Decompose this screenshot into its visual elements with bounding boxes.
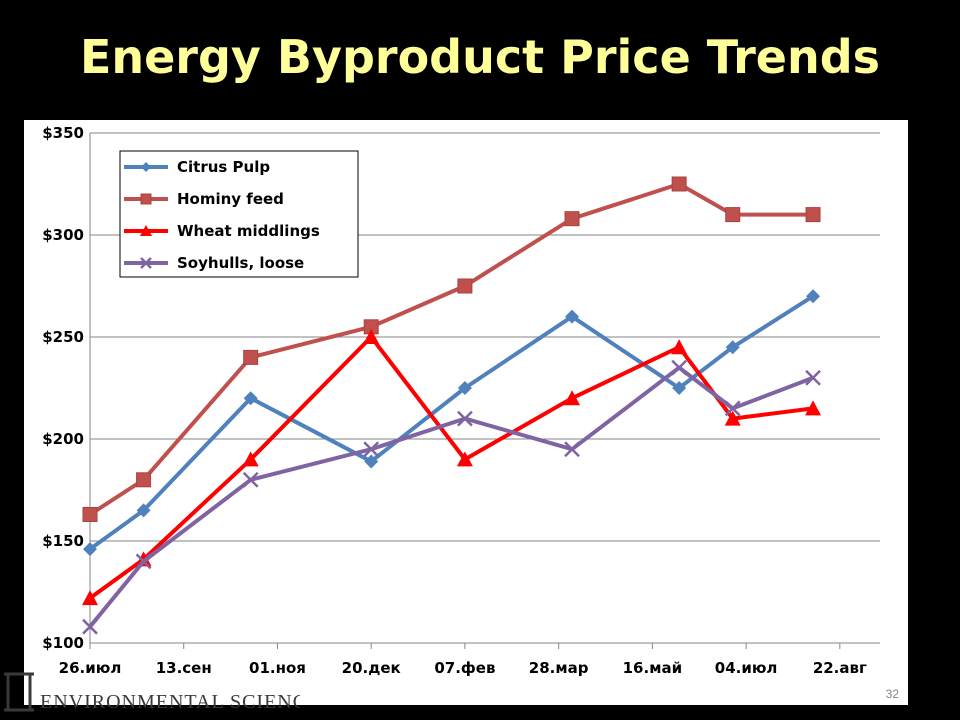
data-point-x (140, 257, 152, 269)
x-tick-label: 28.мар (529, 659, 589, 677)
data-point-square (725, 207, 741, 223)
data-point-diamond (565, 309, 580, 324)
data-point-square (457, 278, 473, 294)
data-point-diamond (806, 289, 821, 304)
x-marker-stroke (564, 441, 580, 458)
data-point-triangle (82, 590, 98, 606)
data-point-x (82, 618, 98, 635)
data-point-square (243, 349, 259, 365)
data-point-x (724, 400, 741, 417)
slide-title: Energy Byproduct Price Trends (79, 30, 881, 84)
data-point-triangle (140, 225, 152, 236)
data-point-square (671, 176, 687, 192)
series-citrus-pulp (83, 289, 821, 557)
x-tick-label: 04.июл (715, 659, 778, 677)
x-marker-stroke (82, 618, 98, 635)
data-point-diamond (725, 340, 740, 355)
data-point-diamond (136, 503, 151, 518)
legend-box (119, 150, 359, 278)
legend-label: Soyhulls, loose (177, 254, 304, 272)
x-tick-label: 26.июл (59, 659, 122, 677)
data-point-square (82, 506, 98, 522)
data-point-x (457, 410, 473, 427)
data-point-x (564, 441, 580, 458)
x-marker-stroke (242, 471, 259, 488)
series-line (88, 365, 814, 628)
data-point-square (140, 193, 152, 205)
data-point-x (671, 359, 688, 376)
data-point-triangle (135, 551, 152, 567)
data-point-diamond (364, 454, 379, 469)
data-point-triangle (363, 329, 380, 344)
data-point-diamond (672, 381, 687, 395)
x-marker-stroke (135, 553, 152, 570)
data-point-square (805, 207, 821, 223)
data-point-triangle (564, 390, 581, 406)
data-point-triangle (671, 339, 688, 355)
series-line (88, 335, 814, 600)
y-tick-label: $300 (42, 226, 84, 244)
chart-panel: $100 $150 $200 $250 $300 $350 26.июл 13.сен 01.н… (24, 120, 908, 705)
y-tick-label: $250 (42, 328, 84, 346)
x-tick-label: 22.авг (813, 659, 867, 677)
legend-item: Citrus Pulp (124, 158, 270, 176)
y-tick-label: $150 (42, 532, 84, 550)
x-marker-stroke (724, 400, 741, 417)
data-point-triangle (724, 410, 741, 426)
data-point-diamond (243, 391, 258, 406)
x-marker-stroke (140, 257, 152, 269)
data-point-diamond (83, 542, 97, 557)
page-number: 32 (885, 687, 899, 701)
svg-text:ENVIRONMENTAL SCIENCES: ENVIRONMENTAL SCIENCES (40, 691, 300, 713)
legend-label: Citrus Pulp (177, 158, 270, 176)
x-tick-label: 07.фев (434, 659, 495, 677)
legend-item: Hominy feed (124, 190, 284, 208)
data-point-x (363, 441, 380, 458)
data-point-triangle (456, 451, 473, 467)
legend-label: Hominy feed (177, 190, 284, 208)
data-point-triangle (805, 400, 822, 416)
data-point-square (136, 472, 152, 488)
series-soyhulls-loose (82, 359, 821, 635)
x-marker-stroke (457, 410, 473, 427)
data-point-x (135, 553, 152, 570)
environmental-sciences-logo: ENVIRONMENTAL SCIENCES (4, 672, 300, 713)
series-layer (82, 176, 822, 635)
legend-item: Soyhulls, loose (124, 254, 304, 272)
x-tick-label: 13.сен (156, 659, 212, 677)
series-wheat-middlings (82, 329, 822, 606)
x-tick-label: 20.дек (342, 659, 401, 677)
x-marker-stroke (363, 441, 380, 458)
y-tick-label: $200 (42, 430, 84, 448)
legend: Citrus Pulp Hominy feed Wheat middlings Soy… (119, 150, 359, 278)
data-point-diamond (141, 162, 151, 172)
legend-item: Wheat middlings (124, 222, 320, 240)
axes: $100 $150 $200 $250 $300 $350 26.июл 13.сен 01.н… (42, 124, 880, 677)
data-point-triangle (242, 451, 259, 467)
line-chart: $100 $150 $200 $250 $300 $350 26.июл 13.сен 01.н… (42, 124, 880, 677)
x-marker-stroke (671, 359, 688, 376)
legend-label: Wheat middlings (177, 222, 320, 240)
data-point-x (805, 369, 821, 386)
data-point-diamond (457, 381, 472, 395)
data-point-x (242, 471, 259, 488)
data-point-square (564, 211, 580, 227)
x-marker-stroke (805, 369, 821, 386)
x-tick-label: 01.ноя (249, 659, 306, 677)
x-tick-label: 16.май (623, 659, 682, 677)
series-hominy-feed (82, 176, 821, 522)
y-tick-label: $100 (42, 634, 84, 652)
y-tick-label: $350 (42, 124, 84, 142)
